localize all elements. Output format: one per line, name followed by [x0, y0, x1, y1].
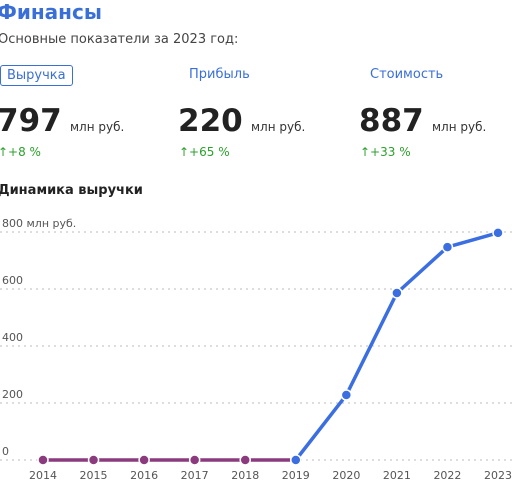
- y-tick-label: 0: [2, 445, 9, 458]
- metric-unit: млн руб.: [251, 120, 306, 134]
- point: [391, 287, 403, 299]
- y-tick-label: 600: [2, 274, 23, 287]
- point: [340, 389, 353, 401]
- metric-unit: млн руб.: [432, 120, 487, 134]
- point: [492, 227, 504, 239]
- metric-value: 220: [178, 103, 243, 139]
- y-tick-label: 400: [2, 331, 23, 344]
- point: [138, 454, 150, 466]
- x-tick-label: 2017: [181, 469, 209, 482]
- point: [188, 454, 201, 466]
- metric-tab[interactable]: Стоимость: [370, 67, 444, 82]
- point: [239, 454, 251, 466]
- section-title: Динамика выручки: [0, 183, 143, 198]
- x-tick-label: 2022: [433, 469, 461, 482]
- metric-value: 887: [359, 103, 424, 139]
- point: [441, 241, 454, 253]
- y-tick-label: 800 млн руб.: [2, 217, 76, 230]
- x-tick-label: 2023: [484, 469, 512, 482]
- point: [37, 454, 49, 466]
- x-tick-label: 2020: [332, 469, 360, 482]
- metric-tab[interactable]: Прибыль: [189, 67, 250, 82]
- metric-change: ↑+8 %: [0, 145, 41, 159]
- subtitle: Основные показатели за 2023 год:: [0, 32, 239, 47]
- metric-tab[interactable]: Выручка: [0, 65, 73, 86]
- metric-change: ↑+33 %: [360, 145, 411, 159]
- x-tick-label: 2018: [231, 469, 259, 482]
- x-tick-label: 2015: [80, 469, 108, 482]
- metric-unit: млн руб.: [70, 120, 125, 134]
- metric-value: 797: [0, 103, 62, 139]
- metric-change: ↑+65 %: [179, 145, 230, 159]
- x-tick-label: 2014: [29, 469, 57, 482]
- x-tick-label: 2019: [282, 469, 310, 482]
- page-title: Финансы: [0, 0, 102, 24]
- x-tick-label: 2016: [130, 469, 158, 482]
- y-tick-label: 200: [2, 388, 23, 401]
- point: [290, 454, 302, 466]
- point: [87, 454, 100, 466]
- x-tick-label: 2021: [383, 469, 411, 482]
